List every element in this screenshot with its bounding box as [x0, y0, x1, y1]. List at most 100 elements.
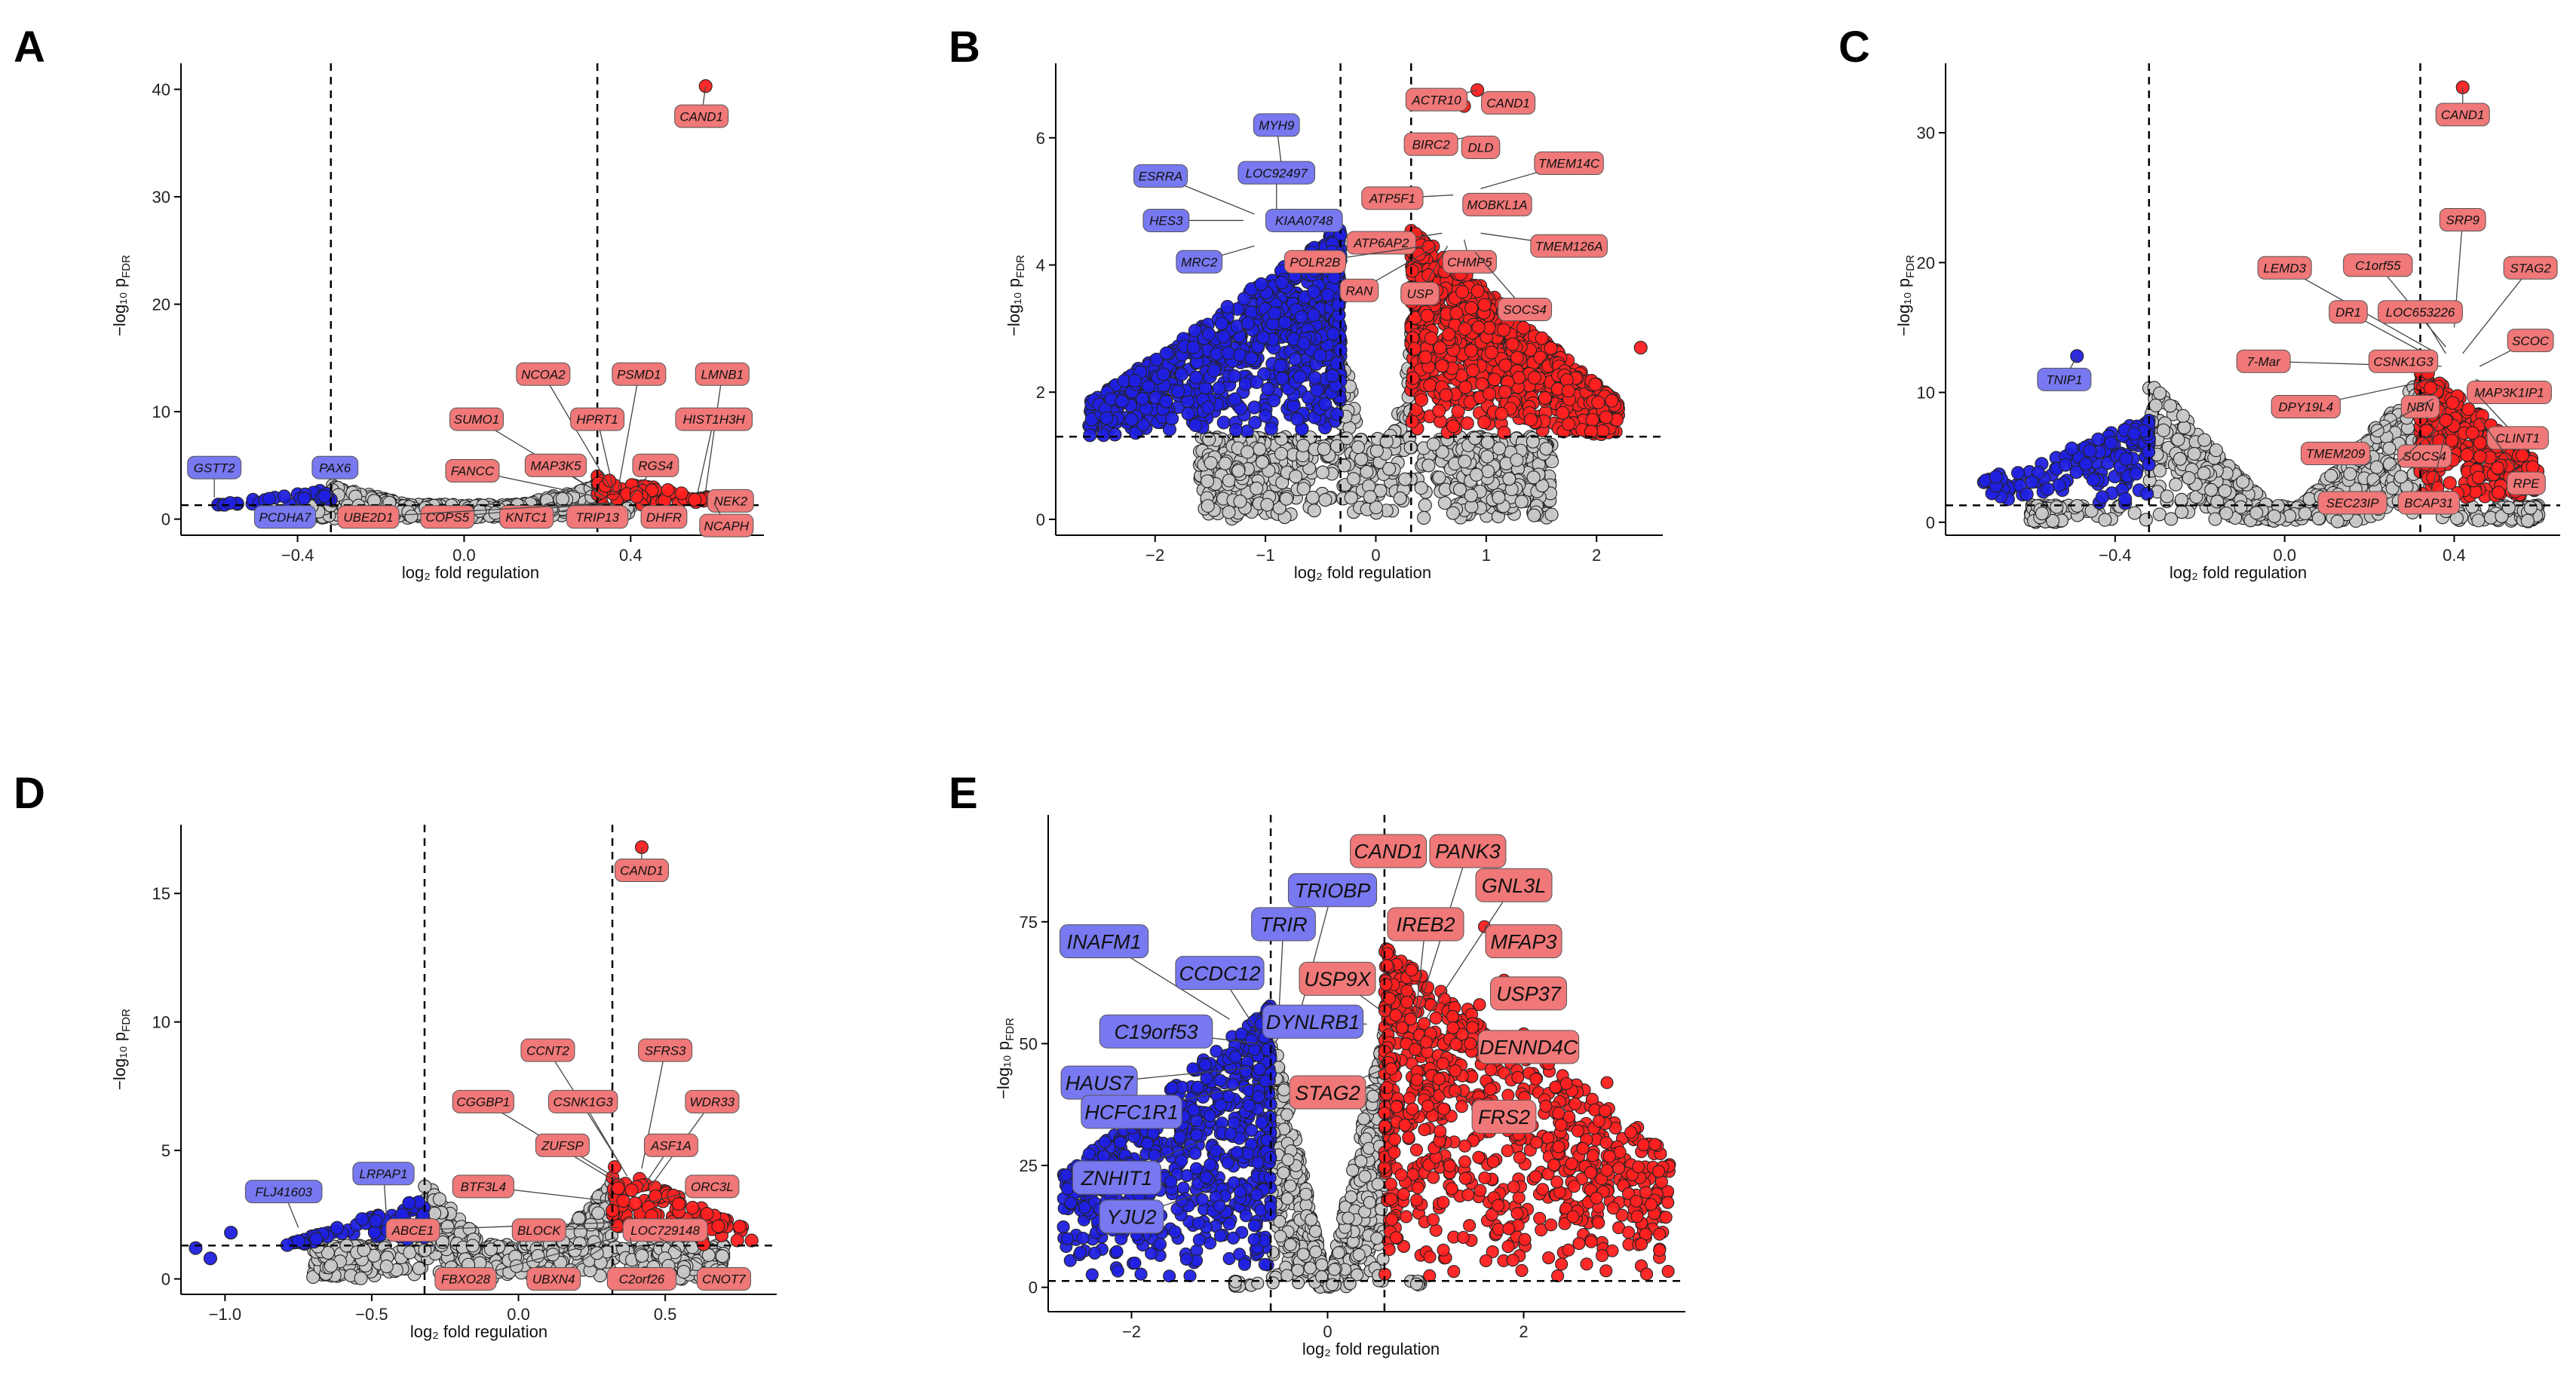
point-up [1407, 341, 1421, 356]
point-up [2490, 461, 2505, 475]
point-down [1220, 299, 1234, 314]
point-nonsignificant [2139, 513, 2153, 527]
point-nonsignificant [1467, 431, 1482, 446]
point-up [1435, 359, 1449, 373]
point-down [1135, 391, 1150, 406]
point-down [1330, 407, 1345, 421]
point-down [1202, 326, 1216, 341]
point-nonsignificant [404, 510, 419, 524]
point-down [1232, 348, 1247, 362]
point-nonsignificant [2152, 507, 2167, 522]
point-nonsignificant [1274, 446, 1289, 461]
point-up [1477, 298, 1492, 312]
point-highlight [1470, 83, 1485, 97]
point-nonsignificant [2156, 423, 2171, 437]
gene-label: DHFR [646, 510, 682, 525]
point-down [2052, 478, 2066, 492]
point-nonsignificant [1414, 481, 1428, 495]
y-tick-label: 10 [152, 403, 170, 421]
point-nonsignificant [2197, 466, 2211, 480]
point-up [2446, 396, 2460, 410]
point-down [1294, 310, 1308, 324]
gene-label: SUMO1 [454, 412, 499, 427]
y-tick-label: 0 [1926, 513, 1935, 532]
y-tick-label: 30 [152, 188, 170, 207]
gene-label: ATP5F1 [1369, 191, 1415, 206]
point-down [1264, 421, 1278, 436]
point-down [1240, 316, 1256, 330]
point-up [1591, 395, 1605, 409]
point-up [1605, 394, 1619, 408]
point-nonsignificant [1527, 508, 1541, 522]
x-tick-label: 0 [1371, 546, 1380, 565]
point-nonsignificant [1432, 470, 1446, 485]
x-tick-label: 0.0 [507, 1305, 530, 1324]
point-nonsignificant [2382, 457, 2397, 471]
point-up [1421, 240, 1436, 254]
point-down [1310, 383, 1324, 397]
point-nonsignificant [2219, 506, 2234, 521]
point-down [1256, 330, 1271, 345]
gene-label: MYH9 [1259, 118, 1295, 133]
gene-label: PAX6 [319, 461, 351, 475]
point-nonsignificant [555, 492, 570, 506]
point-up [1561, 384, 1575, 398]
point-down [2104, 436, 2118, 450]
point-down [2019, 487, 2034, 501]
panel-c: C log₂ fold regulation −log₁₀ pFDR −0.4 0… [1838, 23, 2560, 582]
point-down [2025, 475, 2039, 489]
point-down [1214, 317, 1229, 331]
point-up [1423, 378, 1437, 393]
gene-label: ESRRA [1139, 170, 1183, 184]
point-up [1561, 417, 1576, 431]
y-axis-label: −log₁₀ pFDR [110, 255, 133, 336]
point-down [1308, 371, 1322, 385]
point-down [2083, 443, 2097, 458]
point-nonsignificant [1344, 491, 1358, 505]
point-down [1313, 348, 1327, 363]
point-nonsignificant [1393, 492, 1407, 506]
point-nonsignificant [1480, 449, 1495, 464]
point-nonsignificant [1222, 505, 1236, 519]
gene-label: RGS4 [638, 458, 673, 473]
point-nonsignificant [2098, 513, 2112, 527]
point-nonsignificant [2324, 469, 2338, 483]
gene-label: NEK2 [714, 495, 748, 509]
point-down [1293, 369, 1307, 384]
point-nonsignificant [2173, 452, 2187, 466]
point-down [1268, 306, 1282, 320]
panel-label: B [949, 23, 980, 72]
point-up [1433, 341, 1447, 355]
point-up [1498, 384, 1512, 399]
gene-label: PSMD1 [617, 367, 661, 381]
point-down [1318, 397, 1332, 412]
point-down [1115, 394, 1129, 409]
point-nonsignificant [2160, 489, 2174, 504]
point-nonsignificant [2175, 505, 2189, 519]
point-up [2460, 448, 2474, 462]
gene-label: MAP3K1IP1 [2474, 386, 2544, 400]
gene-label: GSTT2 [194, 461, 235, 475]
point-up [1495, 406, 1509, 421]
gene-label: CAND1 [1486, 96, 1530, 111]
point-up [1585, 412, 1599, 427]
point-up [1484, 345, 1498, 360]
gene-label: TRIP13 [575, 510, 619, 525]
point-nonsignificant [2182, 470, 2196, 485]
y-tick-label: 0 [161, 510, 170, 529]
point-down [2010, 466, 2026, 480]
gene-label: HIST1H3H [683, 412, 746, 427]
point-nonsignificant [2218, 484, 2232, 498]
x-axis-label: log₂ fold regulation [410, 1322, 547, 1341]
x-tick-label: 0.4 [619, 546, 642, 565]
label-connector [705, 374, 723, 492]
point-down [1201, 400, 1216, 415]
point-down [1216, 329, 1231, 344]
point-down [1127, 374, 1142, 388]
point-nonsignificant [1204, 456, 1218, 470]
point-up [1556, 406, 1570, 420]
point-down [1244, 351, 1259, 366]
point-nonsignificant [2050, 500, 2064, 514]
point-nonsignificant [1318, 492, 1332, 507]
point-up [1497, 323, 1511, 337]
